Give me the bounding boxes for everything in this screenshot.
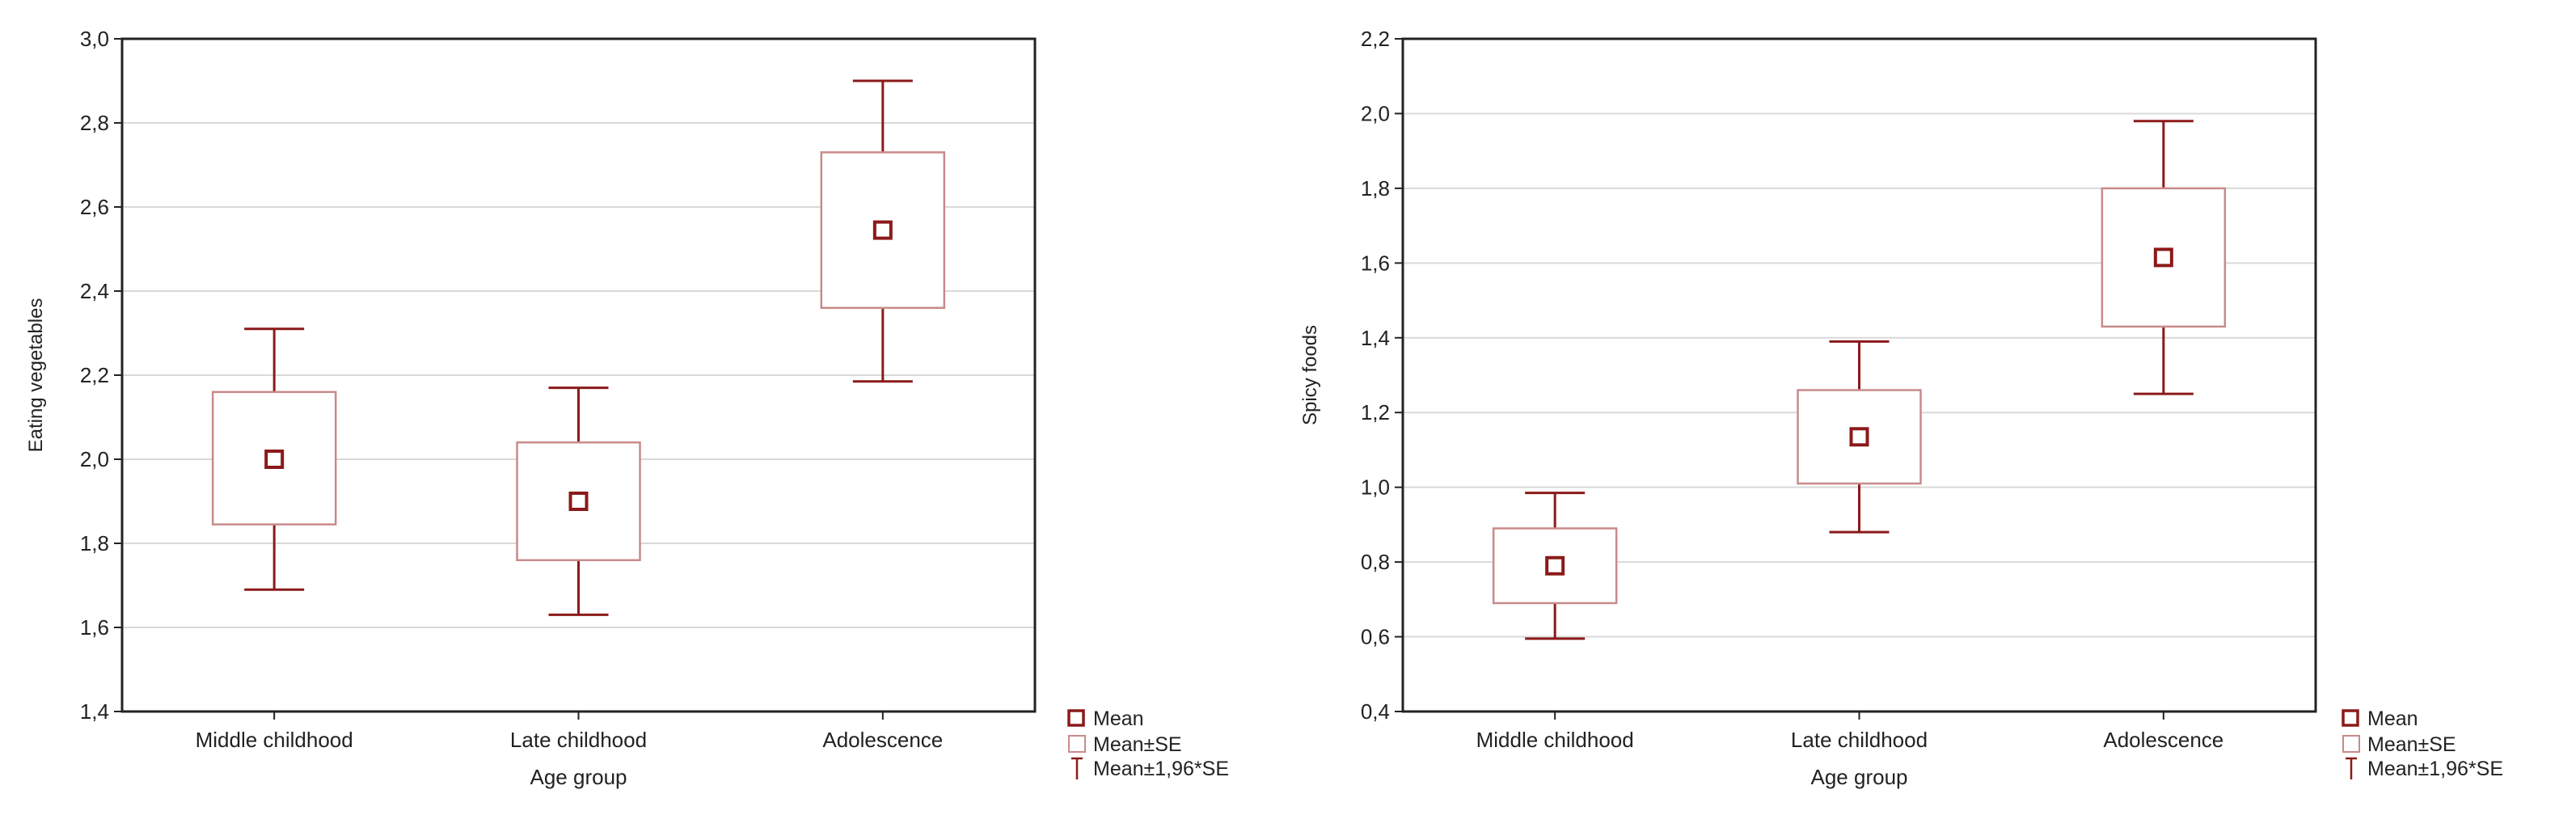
chart-panel-2: 0,4 0,6 0,8 1,0 1,2 1,4 1,6 1,8 2,0 2,2 Middle chi… <box>1299 27 2503 789</box>
y-tick-label: 1,8 <box>1361 176 1390 201</box>
mean-marker <box>1849 427 1869 447</box>
x-tick-label: Late childhood <box>1791 728 1928 752</box>
box-group-2 <box>1797 340 1922 534</box>
y-tick-label: 2,0 <box>1361 101 1390 125</box>
chart-panel-1: 1,4 1,6 1,8 2,0 2,2 2,4 2,6 2,8 3,0 Middle childh… <box>25 27 1229 789</box>
x-tick-label: Adolescence <box>822 728 943 752</box>
legend-mean-icon <box>1067 709 1085 727</box>
y-tick-label: 2,8 <box>80 111 109 135</box>
legend-se-icon <box>1068 735 1086 753</box>
legend-ci-label: Mean±1,96*SE <box>1093 758 1229 780</box>
legend-mean-icon <box>2342 709 2359 727</box>
box-group-3 <box>820 79 946 383</box>
legend-mean-label: Mean <box>2367 707 2418 730</box>
mean-marker <box>1545 555 1565 576</box>
y-tick-label: 2,6 <box>80 195 109 219</box>
y-tick-label: 1,0 <box>1361 475 1390 500</box>
y-tick-label: 0,6 <box>1361 625 1390 649</box>
y-tick-label: 2,2 <box>80 363 109 387</box>
mean-marker <box>264 450 285 469</box>
x-axis-title: Age group <box>530 765 627 789</box>
y-tick-label: 1,2 <box>1361 400 1390 424</box>
box-group-1 <box>1492 492 1618 640</box>
x-tick-label: Late childhood <box>510 728 647 752</box>
y-tick-label: 2,0 <box>80 447 109 471</box>
y-tick-label: 0,8 <box>1361 550 1390 574</box>
y-axis-title: Spicy foods <box>1299 325 1321 425</box>
y-tick-label: 1,6 <box>1361 251 1390 275</box>
mean-marker <box>872 220 893 240</box>
x-tick-label: Adolescence <box>2103 728 2223 752</box>
y-axis-title: Eating vegetables <box>25 298 47 453</box>
legend-mean-label: Mean <box>1093 707 1144 730</box>
legend-se-icon <box>2342 735 2360 753</box>
legend-se-label: Mean±SE <box>1093 733 1182 756</box>
x-tick-label: Middle childhood <box>196 728 353 752</box>
y-tick-label: 1,4 <box>1361 326 1390 350</box>
x-tick-label: Middle childhood <box>1476 728 1634 752</box>
mean-marker <box>2153 247 2173 268</box>
y-tick-label: 2,4 <box>80 279 109 303</box>
y-tick-label: 0,4 <box>1361 699 1390 724</box>
y-tick-label: 1,4 <box>80 699 109 724</box>
se-box <box>516 441 641 562</box>
legend-ci-label: Mean±1,96*SE <box>2367 758 2503 780</box>
box-group-3 <box>2101 120 2227 395</box>
y-tick-label: 1,8 <box>80 531 109 555</box>
mean-marker <box>568 492 589 511</box>
y-tick-label: 3,0 <box>80 27 109 51</box>
y-tick-label: 2,2 <box>1361 27 1390 51</box>
x-axis-title: Age group <box>1811 765 1908 789</box>
legend-se-label: Mean±SE <box>2367 733 2456 756</box>
box-group-2 <box>516 386 641 616</box>
y-tick-label: 1,6 <box>80 615 109 640</box>
box-group-1 <box>211 327 337 591</box>
